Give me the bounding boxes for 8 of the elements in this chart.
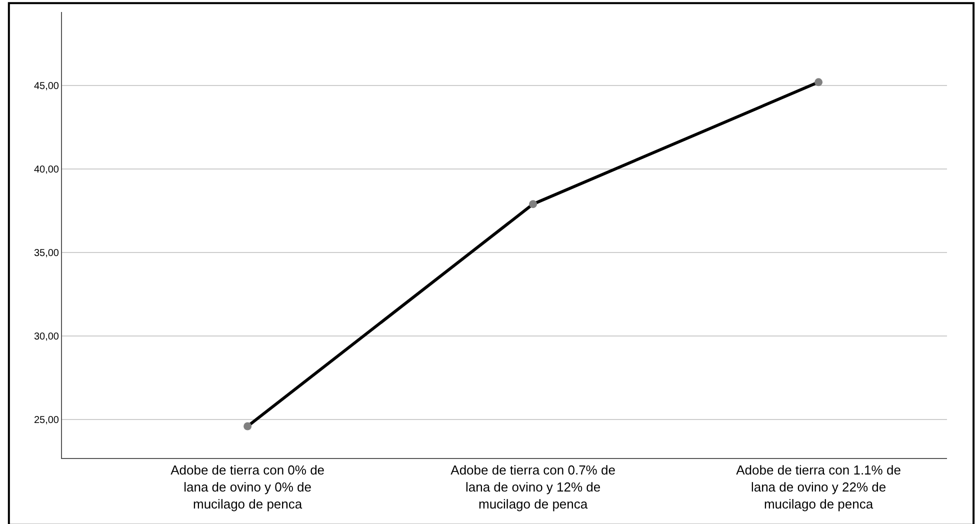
y-tick-label: 35,00 bbox=[34, 248, 60, 260]
x-tick-label: Adobe de tierra con 0% de lana de ovino y 0% de mucilago de penca bbox=[170, 462, 325, 512]
x-tick-label: Adobe de tierra con 0.7% de lana de ovino y 12% de mucilago de penca bbox=[450, 462, 616, 512]
y-tick-label: 40,00 bbox=[34, 164, 60, 176]
x-tick-label: Adobe de tierra con 1.1% de lana de ovino y 22% de mucilago de penca bbox=[736, 462, 901, 512]
y-tick-label: 45,00 bbox=[34, 81, 60, 92]
y-tick-label: 30,00 bbox=[34, 332, 60, 343]
y-tick-label: 25,00 bbox=[34, 415, 60, 426]
